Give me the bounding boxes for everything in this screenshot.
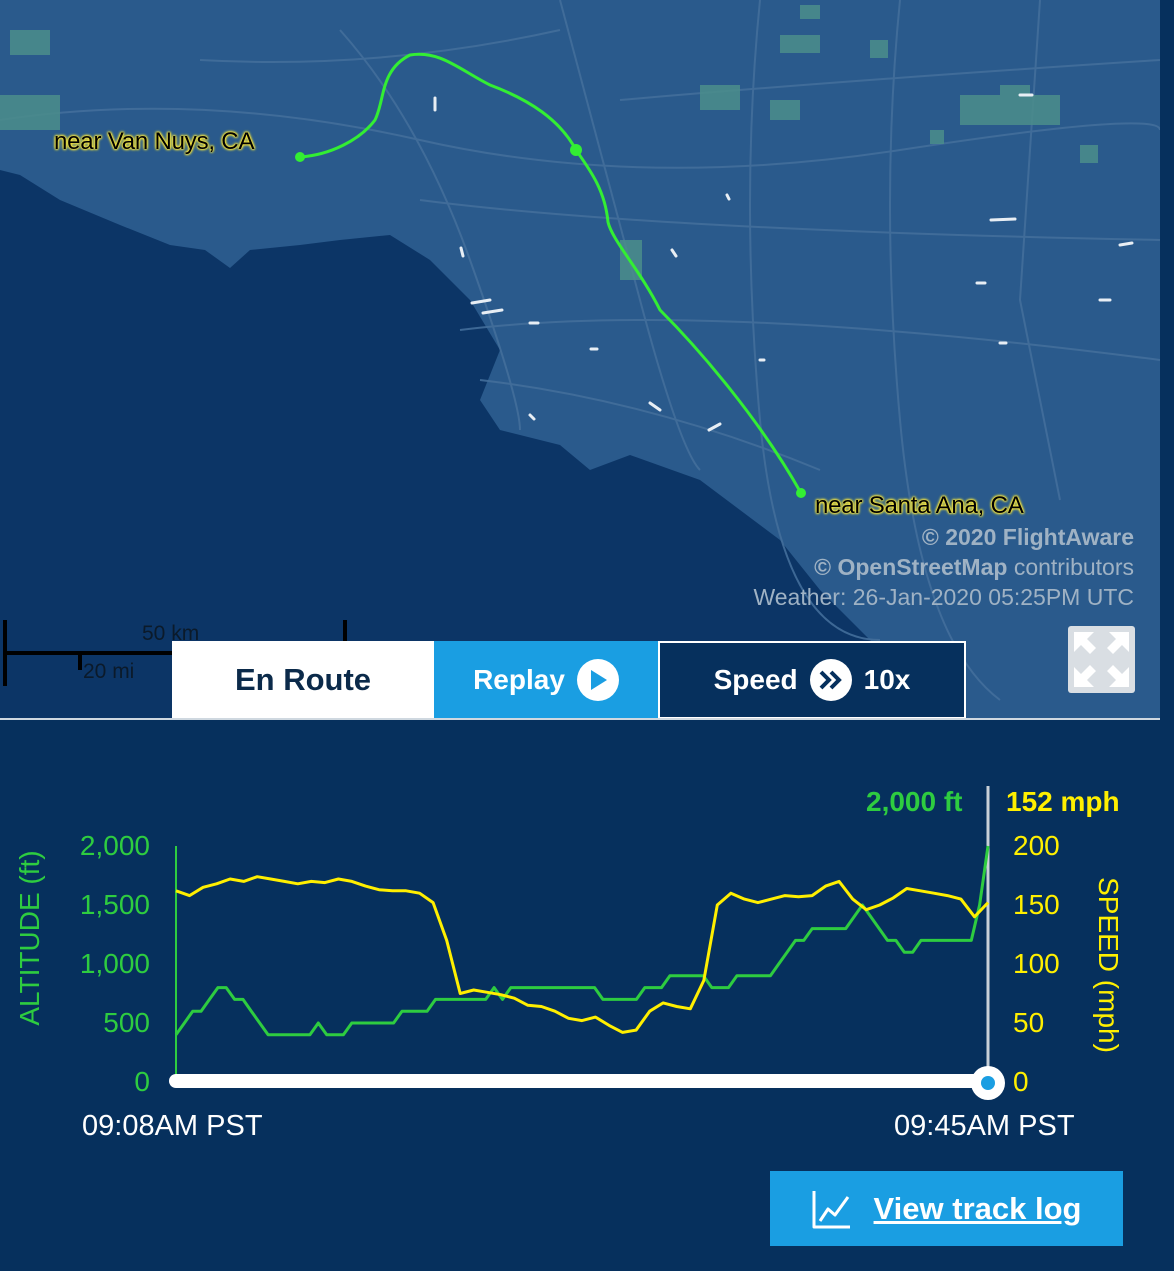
view-track-log-button[interactable]: View track log (770, 1171, 1123, 1246)
en-route-label: En Route (234, 662, 372, 697)
alt-tick-1500: 1,500 (79, 889, 150, 920)
osm-credit[interactable]: © OpenStreetMap contributors (814, 554, 1134, 581)
line-chart-icon (812, 1190, 850, 1228)
speed-label: Speed (713, 664, 798, 695)
speed-tick-0: 0 (1013, 1066, 1029, 1097)
speed-value: 10x (863, 664, 911, 695)
current-speed-readout: 152 mph (1006, 786, 1120, 817)
flight-track (295, 52, 806, 498)
expand-arrows-icon (1074, 632, 1129, 687)
speed-tick-150: 150 (1013, 889, 1060, 920)
flight-map[interactable]: near Van Nuys, CA near Santa Ana, CA © 2… (0, 0, 1160, 718)
scale-mi-label: 20 mi (83, 660, 135, 683)
alt-tick-1000: 1,000 (79, 948, 150, 979)
weather-timestamp: Weather: 26-Jan-2020 05:25PM UTC (753, 584, 1134, 610)
chart-plot (169, 786, 1005, 1100)
alt-tick-500: 500 (103, 1007, 150, 1038)
scrubber-handle-dot (981, 1076, 995, 1090)
speed-tick-50: 50 (1013, 1007, 1045, 1038)
origin-label: near Van Nuys, CA (54, 128, 255, 155)
start-time-label: 09:08AM PST (82, 1110, 263, 1142)
current-altitude-readout: 2,000 ft (866, 786, 963, 817)
fast-forward-icon (809, 659, 852, 701)
alt-tick-2000: 2,000 (79, 830, 150, 861)
map-terrain (0, 0, 1160, 718)
alt-tick-0: 0 (134, 1066, 150, 1097)
end-time-label: 09:45AM PST (894, 1110, 1075, 1142)
altitude-series-line (174, 845, 990, 1037)
scale-km-label: 50 km (142, 622, 200, 645)
speed-button[interactable]: Speed 10x (658, 641, 966, 719)
en-route-tab[interactable]: En Route (172, 641, 434, 719)
section-divider (0, 718, 1160, 720)
playback-controls: En Route Replay Speed 10x (172, 641, 966, 719)
osm-credit-suffix: contributors (1007, 554, 1134, 580)
flightaware-credit: © 2020 FlightAware (921, 524, 1134, 550)
speed-series-line (175, 875, 990, 1034)
replay-label: Replay (473, 664, 565, 695)
altitude-speed-chart: 2,000 ft 152 mph 2,000 1,500 1,000 500 0… (0, 720, 1160, 1271)
destination-label: near Santa Ana, CA (815, 492, 1024, 519)
osm-credit-brand[interactable]: © OpenStreetMap (814, 554, 1008, 580)
view-track-log-label: View track log (873, 1190, 1082, 1226)
play-icon (576, 659, 619, 701)
expand-map-button[interactable] (1068, 626, 1135, 693)
speed-tick-200: 200 (1013, 830, 1060, 861)
speed-tick-100: 100 (1013, 948, 1060, 979)
replay-button[interactable]: Replay (434, 641, 658, 719)
